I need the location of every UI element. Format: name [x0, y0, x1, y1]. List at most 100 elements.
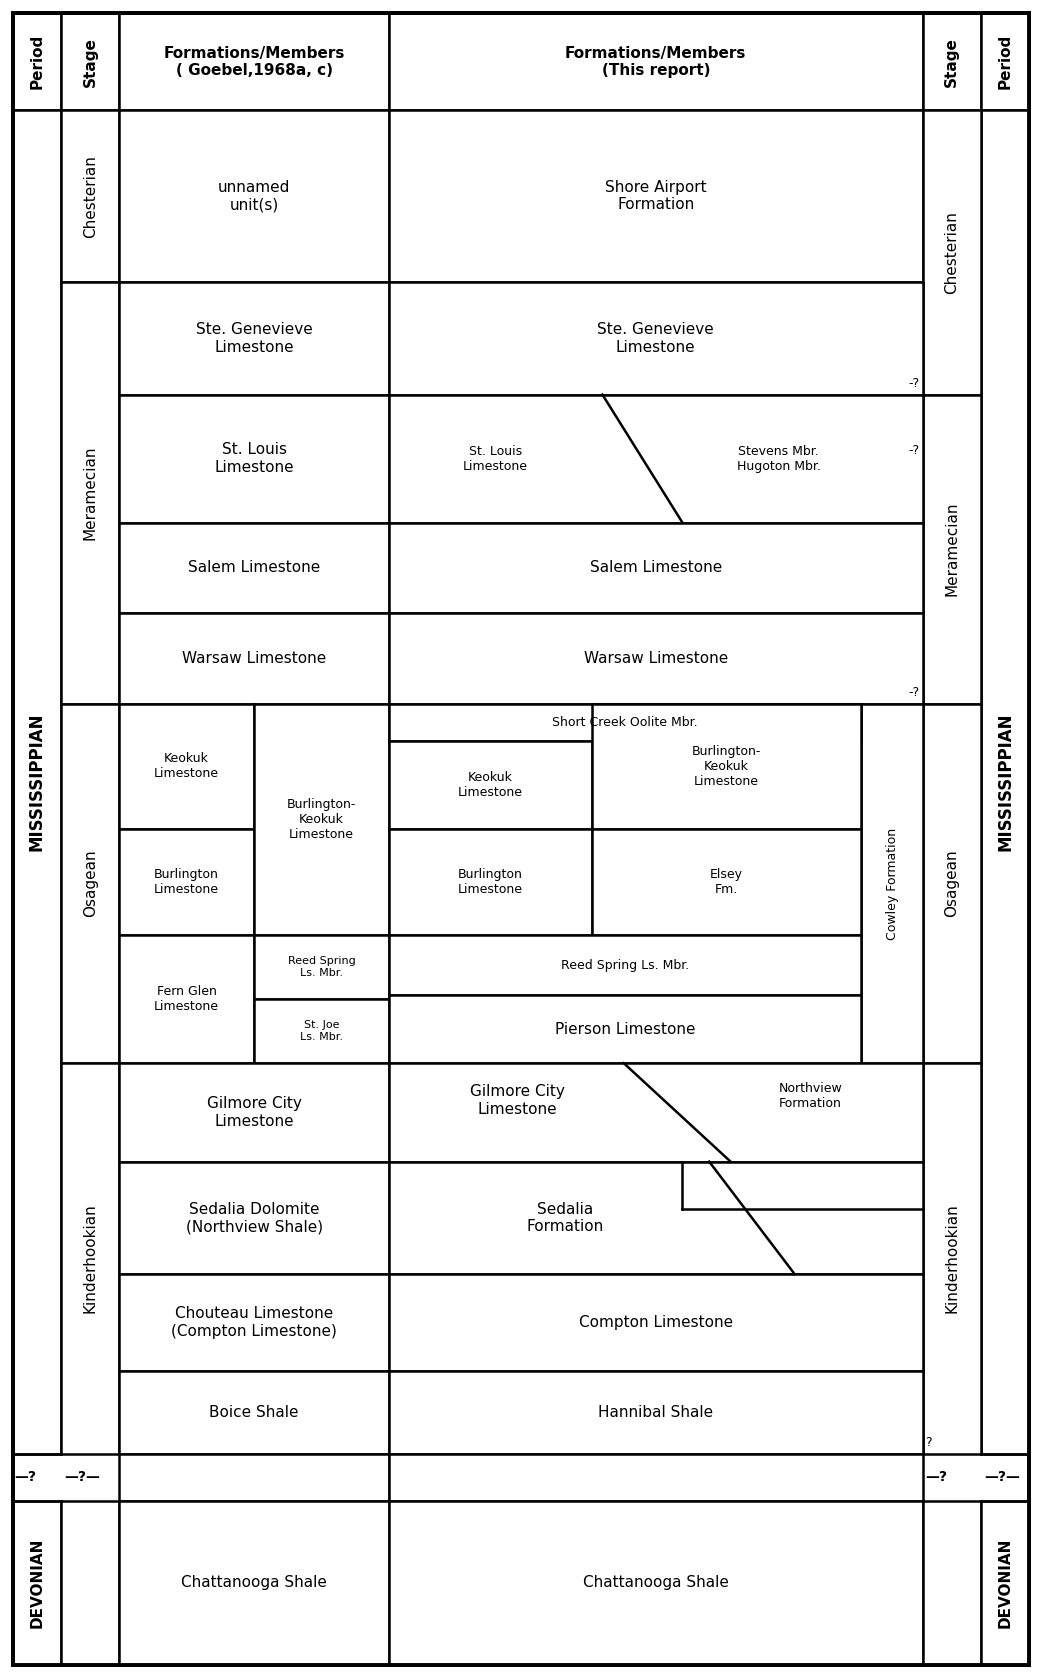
Text: -?: -?	[909, 686, 920, 698]
Text: Fern Glen
Limestone: Fern Glen Limestone	[154, 985, 219, 1014]
Bar	[389, 829, 592, 935]
Bar	[119, 111, 389, 282]
Text: Keokuk
Limestone: Keokuk Limestone	[154, 752, 219, 780]
Text: Compton Limestone: Compton Limestone	[578, 1316, 733, 1331]
Text: Stevens Mbr.
Hugoton Mbr.: Stevens Mbr. Hugoton Mbr.	[737, 445, 820, 473]
Text: —?—: —?—	[65, 1470, 100, 1483]
Text: Osagean: Osagean	[944, 849, 960, 918]
Text: Formations/Members
( Goebel,1968a, c): Formations/Members ( Goebel,1968a, c)	[164, 45, 345, 79]
Text: Osagean: Osagean	[82, 849, 98, 918]
Text: Burlington
Limestone: Burlington Limestone	[457, 868, 523, 896]
Bar	[389, 1453, 923, 1500]
Text: MISSISSIPPIAN: MISSISSIPPIAN	[28, 713, 46, 851]
Bar	[119, 522, 389, 612]
Text: Cowley Formation: Cowley Formation	[886, 827, 898, 940]
Text: Salem Limestone: Salem Limestone	[590, 560, 722, 576]
Text: Period: Period	[29, 34, 45, 89]
Bar	[119, 935, 254, 1064]
Text: -?: -?	[909, 376, 920, 389]
Text: Ste. Genevieve
Limestone: Ste. Genevieve Limestone	[196, 322, 313, 354]
Bar	[923, 703, 981, 1064]
Text: -?: -?	[909, 443, 920, 456]
Bar	[389, 935, 862, 995]
Text: Reed Spring
Ls. Mbr.: Reed Spring Ls. Mbr.	[288, 956, 355, 978]
Text: Warsaw Limestone: Warsaw Limestone	[182, 651, 326, 666]
Text: Chesterian: Chesterian	[944, 211, 960, 294]
Text: Formations/Members
(This report): Formations/Members (This report)	[565, 45, 746, 79]
Text: —?: —?	[925, 1470, 947, 1483]
Text: St. Joe
Ls. Mbr.: St. Joe Ls. Mbr.	[300, 1020, 343, 1042]
Text: St. Louis
Limestone: St. Louis Limestone	[215, 443, 294, 475]
Bar	[862, 703, 923, 1064]
Text: Chattanooga Shale: Chattanooga Shale	[181, 1576, 327, 1591]
Bar	[119, 1453, 389, 1500]
Bar	[389, 742, 592, 829]
Text: Boice Shale: Boice Shale	[209, 1404, 299, 1420]
Text: Keokuk
Limestone: Keokuk Limestone	[457, 772, 523, 799]
Bar	[61, 13, 119, 111]
Bar	[923, 1064, 981, 1453]
Text: Hannibal Shale: Hannibal Shale	[598, 1404, 714, 1420]
Bar	[254, 998, 389, 1064]
Bar	[61, 703, 119, 1064]
Bar	[119, 1274, 389, 1371]
Bar	[119, 1064, 389, 1161]
Bar	[13, 111, 61, 1453]
Bar	[389, 703, 862, 742]
Bar	[389, 1161, 923, 1274]
Text: Elsey
Fm.: Elsey Fm.	[711, 868, 743, 896]
Text: MISSISSIPPIAN: MISSISSIPPIAN	[996, 713, 1014, 851]
Bar	[61, 1064, 119, 1453]
Bar	[119, 1371, 389, 1453]
Text: Short Creek Oolite Mbr.: Short Creek Oolite Mbr.	[552, 717, 698, 730]
Bar	[119, 282, 389, 394]
Text: —?: —?	[15, 1470, 36, 1483]
Text: Period: Period	[997, 34, 1013, 89]
Bar	[119, 703, 254, 829]
Bar	[592, 829, 862, 935]
Bar	[981, 111, 1029, 1453]
Bar	[389, 282, 923, 394]
Bar	[389, 1500, 923, 1665]
Text: Sedalia
Formation: Sedalia Formation	[526, 1201, 603, 1233]
Text: Gilmore City
Limestone: Gilmore City Limestone	[206, 1096, 301, 1129]
Text: Chattanooga Shale: Chattanooga Shale	[582, 1576, 728, 1591]
Bar	[254, 935, 389, 998]
Text: Warsaw Limestone: Warsaw Limestone	[584, 651, 728, 666]
Text: Reed Spring Ls. Mbr.: Reed Spring Ls. Mbr.	[561, 958, 689, 972]
Bar	[61, 111, 119, 282]
Bar	[119, 612, 389, 703]
Bar	[389, 111, 923, 282]
Bar	[61, 1500, 119, 1665]
Text: Burlington-
Keokuk
Limestone: Burlington- Keokuk Limestone	[287, 799, 356, 841]
Text: Stage: Stage	[82, 37, 98, 87]
Text: Ste. Genevieve
Limestone: Ste. Genevieve Limestone	[597, 322, 714, 354]
Text: Chesterian: Chesterian	[82, 154, 98, 238]
Text: Burlington-
Keokuk
Limestone: Burlington- Keokuk Limestone	[692, 745, 762, 789]
Text: Meramecian: Meramecian	[82, 446, 98, 540]
Bar	[923, 1500, 981, 1665]
Bar	[254, 703, 389, 935]
Bar	[923, 394, 981, 703]
Bar	[61, 282, 119, 703]
Bar	[592, 703, 862, 829]
Text: Sedalia Dolomite
(Northview Shale): Sedalia Dolomite (Northview Shale)	[185, 1201, 323, 1233]
Text: Burlington
Limestone: Burlington Limestone	[154, 868, 219, 896]
Text: Shore Airport
Formation: Shore Airport Formation	[605, 180, 706, 213]
Text: —?—: —?—	[984, 1470, 1020, 1483]
Text: Salem Limestone: Salem Limestone	[188, 560, 320, 576]
Text: DEVONIAN: DEVONIAN	[29, 1537, 45, 1628]
Text: unnamed
unit(s): unnamed unit(s)	[218, 180, 291, 213]
Text: ?: ?	[925, 1436, 932, 1448]
Bar	[923, 111, 981, 394]
Text: Meramecian: Meramecian	[944, 502, 960, 596]
Bar	[119, 1161, 389, 1274]
Bar	[981, 1500, 1029, 1665]
Bar	[389, 612, 923, 703]
Text: DEVONIAN: DEVONIAN	[997, 1537, 1013, 1628]
Bar	[389, 1371, 923, 1453]
Text: Gilmore City
Limestone: Gilmore City Limestone	[470, 1084, 565, 1118]
Text: Stage: Stage	[944, 37, 960, 87]
Bar	[389, 1064, 923, 1161]
Bar	[119, 829, 254, 935]
